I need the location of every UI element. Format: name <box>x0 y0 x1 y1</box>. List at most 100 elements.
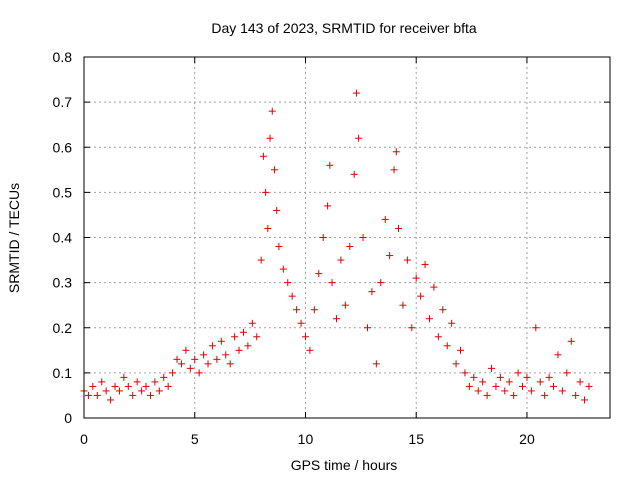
data-point <box>368 288 376 296</box>
axis-ticks: 0 0.1 0.2 0.3 0.4 0.5 0.6 0.7 0.8 0 5 10 15 20 <box>53 49 610 447</box>
data-point <box>239 328 247 336</box>
data-point <box>352 89 360 97</box>
data-point <box>465 382 473 390</box>
x-tick-label: 20 <box>519 431 535 447</box>
data-point <box>111 382 119 390</box>
data-point <box>204 360 212 368</box>
data-point <box>93 391 101 399</box>
data-point <box>430 283 438 291</box>
data-point <box>231 333 239 341</box>
data-point <box>563 369 571 377</box>
data-point <box>341 301 349 309</box>
data-point <box>337 256 345 264</box>
data-point <box>501 387 509 395</box>
data-point <box>372 360 380 368</box>
data-point <box>346 243 354 251</box>
y-tick-label: 0.4 <box>53 230 73 246</box>
data-point <box>585 382 593 390</box>
y-tick-label: 0.5 <box>53 184 73 200</box>
data-point <box>213 355 221 363</box>
data-point <box>554 351 562 359</box>
chart-title: Day 143 of 2023, SRMTID for receiver bft… <box>211 20 477 36</box>
y-axis-label: SRMTID / TECUs <box>6 183 22 293</box>
data-point <box>235 346 243 354</box>
data-point <box>496 373 504 381</box>
data-point <box>355 134 363 142</box>
data-point <box>186 364 194 372</box>
data-point <box>146 391 154 399</box>
data-point <box>248 319 256 327</box>
data-point <box>417 292 425 300</box>
data-point <box>173 355 181 363</box>
data-point <box>217 337 225 345</box>
data-point <box>275 243 283 251</box>
data-point <box>541 391 549 399</box>
data-point <box>279 265 287 273</box>
data-point <box>394 224 402 232</box>
data-point <box>527 387 535 395</box>
data-point <box>306 346 314 354</box>
data-point <box>129 391 137 399</box>
data-point <box>359 234 367 241</box>
data-point <box>421 261 429 269</box>
data-point <box>425 315 433 323</box>
data-point <box>576 378 584 386</box>
data-point <box>102 387 110 395</box>
data-point <box>253 333 261 341</box>
data-point <box>399 301 407 309</box>
data-point <box>326 161 334 169</box>
data-point <box>115 387 123 395</box>
data-point <box>332 315 340 323</box>
data-point <box>84 391 92 399</box>
data-points <box>80 89 593 404</box>
data-point <box>479 378 487 386</box>
data-point <box>264 224 272 232</box>
data-point <box>392 148 400 156</box>
data-point <box>244 342 252 350</box>
data-point <box>160 373 168 381</box>
data-point <box>448 319 456 327</box>
data-point <box>558 387 566 395</box>
data-point <box>350 170 358 178</box>
data-point <box>155 387 163 395</box>
data-point <box>273 206 281 214</box>
data-point <box>403 256 411 264</box>
y-tick-label: 0.6 <box>53 139 73 155</box>
data-point <box>288 292 296 300</box>
data-point <box>328 279 336 287</box>
data-point <box>107 396 115 404</box>
data-point <box>363 324 371 332</box>
data-point <box>550 382 558 390</box>
data-point <box>151 378 159 386</box>
data-point <box>532 324 540 332</box>
data-point <box>514 369 522 377</box>
y-tick-label: 0.8 <box>53 49 73 65</box>
grid-lines <box>84 57 610 418</box>
data-point <box>164 382 172 390</box>
data-point <box>262 188 270 196</box>
data-point <box>266 134 274 142</box>
data-point <box>133 378 141 386</box>
data-point <box>301 333 309 341</box>
data-point <box>505 378 513 386</box>
data-point <box>443 342 451 350</box>
data-point <box>439 306 447 314</box>
data-point <box>536 378 544 386</box>
data-point <box>483 391 491 399</box>
data-point <box>259 152 267 160</box>
data-point <box>461 369 469 377</box>
data-point <box>270 166 278 174</box>
data-point <box>324 202 332 210</box>
data-point <box>98 378 106 386</box>
data-point <box>200 351 208 359</box>
plot-frame <box>83 56 611 419</box>
data-point <box>177 360 185 368</box>
y-tick-label: 0.7 <box>53 94 73 110</box>
data-point <box>408 324 416 332</box>
data-point <box>545 373 553 381</box>
data-point <box>452 360 460 368</box>
y-tick-label: 0.1 <box>53 365 73 381</box>
x-axis-label: GPS time / hours <box>291 457 398 473</box>
data-point <box>377 279 385 287</box>
data-point <box>315 270 323 278</box>
